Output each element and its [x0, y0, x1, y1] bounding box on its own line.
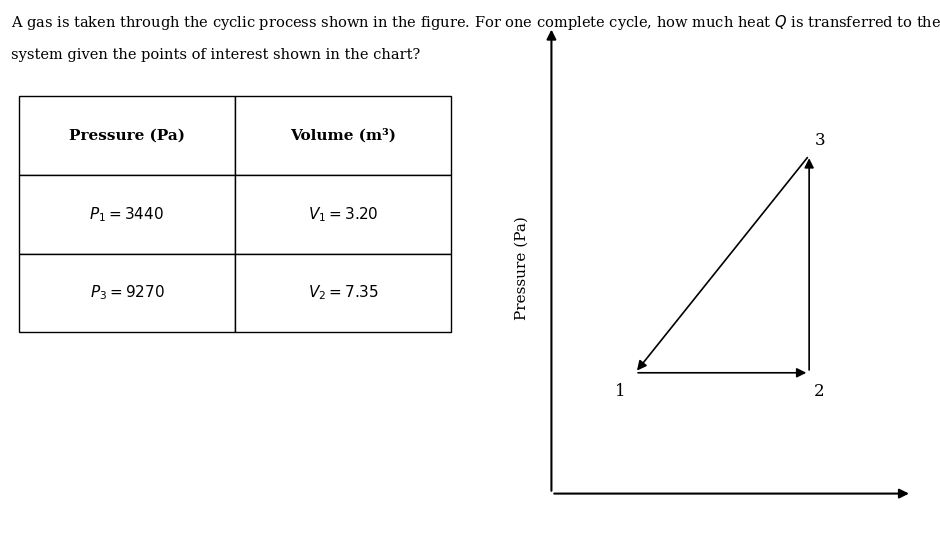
Bar — [235, 96, 451, 175]
Bar — [19, 175, 235, 254]
Text: Pressure (Pa): Pressure (Pa) — [515, 216, 528, 320]
Text: 3: 3 — [814, 132, 825, 149]
Bar — [19, 254, 235, 332]
Text: 1: 1 — [616, 383, 626, 400]
Text: $V_1 = 3.20$: $V_1 = 3.20$ — [308, 205, 378, 224]
Text: 2: 2 — [814, 383, 825, 400]
Text: A gas is taken through the cyclic process shown in the figure. For one complete : A gas is taken through the cyclic proces… — [11, 13, 940, 32]
Text: $V_2 = 7.35$: $V_2 = 7.35$ — [307, 284, 379, 302]
Bar — [235, 175, 451, 254]
Bar — [235, 254, 451, 332]
Text: system given the points of interest shown in the chart?: system given the points of interest show… — [11, 48, 420, 62]
Bar — [19, 96, 235, 175]
Text: $P_1 = 3440$: $P_1 = 3440$ — [89, 205, 164, 224]
Text: $P_3 = 9270$: $P_3 = 9270$ — [89, 284, 164, 302]
Text: Volume (m³): Volume (m³) — [290, 129, 396, 143]
Text: Pressure (Pa): Pressure (Pa) — [69, 129, 185, 143]
